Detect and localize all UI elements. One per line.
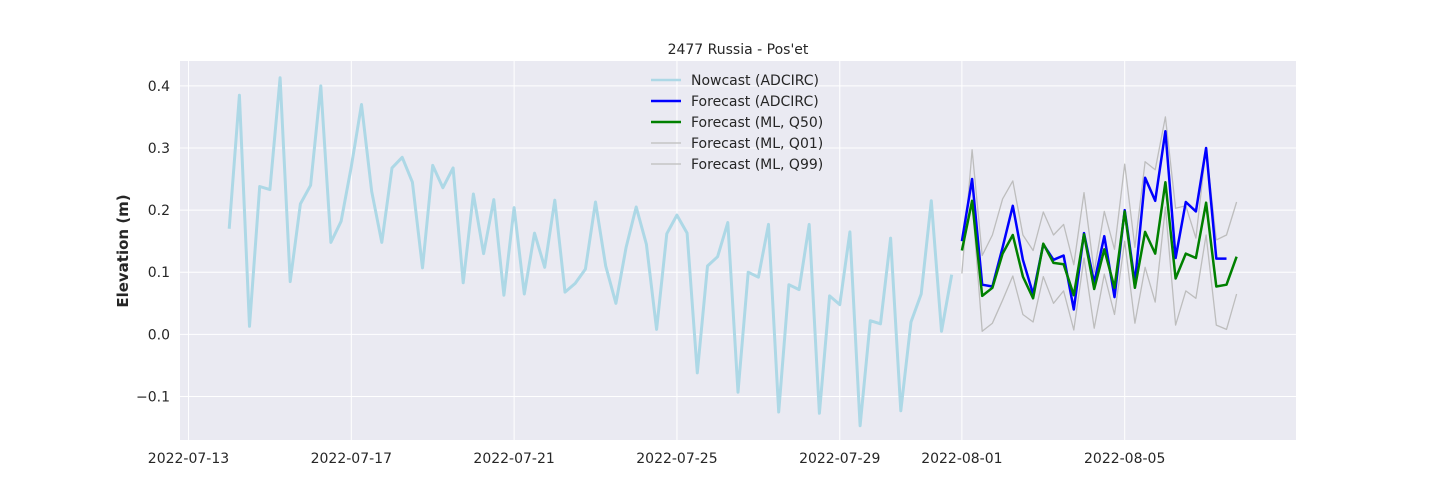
y-tick-label: −0.1 [136, 390, 170, 406]
series-line-3 [961, 200, 1238, 332]
x-tick-label: 2022-07-21 [473, 451, 554, 467]
y-tick-label: 0.4 [148, 79, 170, 95]
axis-ticks: −0.1 0.0 0.1 0.2 0.3 0.4 2022-07-13 2022-07-17 2… [136, 79, 1165, 467]
y-tick-label: 0.0 [148, 327, 170, 343]
x-tick-label: 2022-07-25 [636, 451, 717, 467]
y-tick-label: 0.2 [148, 203, 170, 219]
series-line-0 [227, 76, 954, 428]
legend-label: Forecast (ML, Q50) [691, 115, 823, 131]
y-tick-label: 0.3 [148, 141, 170, 157]
legend-label: Nowcast (ADCIRC) [691, 73, 819, 89]
x-tick-label: 2022-07-17 [311, 451, 392, 467]
legend-label: Forecast (ADCIRC) [691, 94, 819, 110]
y-axis-label: Elevation (m) [114, 194, 132, 307]
y-tick-label: 0.1 [148, 265, 170, 281]
chart-title: 2477 Russia - Pos'et [668, 42, 809, 58]
grid-lines [180, 61, 1296, 440]
series-lines [227, 76, 1238, 428]
series-line-2 [960, 180, 1238, 300]
legend-label: Forecast (ML, Q99) [691, 157, 823, 173]
x-tick-label: 2022-07-13 [148, 451, 229, 467]
x-tick-label: 2022-07-29 [799, 451, 880, 467]
x-tick-label: 2022-08-05 [1084, 451, 1165, 467]
legend: Nowcast (ADCIRC) Forecast (ADCIRC) Forecas… [651, 73, 823, 173]
x-tick-label: 2022-08-01 [921, 451, 1002, 467]
legend-label: Forecast (ML, Q01) [691, 136, 823, 152]
series-line-4 [961, 116, 1238, 274]
